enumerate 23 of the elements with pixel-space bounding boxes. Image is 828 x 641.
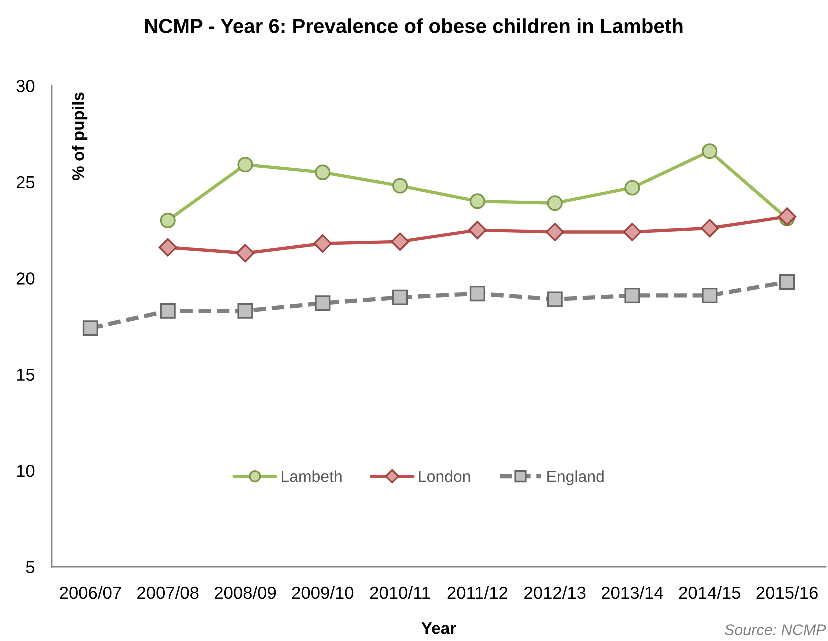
y-tick-label: 10 — [17, 464, 35, 478]
y-tick-label: 25 — [16, 176, 35, 189]
y-tick-label: 20 — [16, 272, 35, 285]
x-tick-label: 2015/16 — [756, 586, 818, 600]
chart-title: NCMP - Year 6: Prevalence of obese children in Lambeth — [145, 18, 683, 34]
x-tick-label: 2009/10 — [292, 586, 354, 600]
x-axis-title: Year — [422, 622, 456, 634]
x-tick-label: 2011/12 — [448, 586, 508, 600]
y-tick-label: 5 — [26, 561, 35, 574]
y-axis-title: % of pupils — [72, 92, 88, 181]
y-tick-label: 15 — [17, 368, 35, 382]
x-tick-label: 2007/08 — [138, 586, 199, 600]
y-tick-label: 30 — [16, 80, 35, 92]
x-tick-label: 2013/14 — [602, 586, 664, 600]
x-tick-label: 2010/11 — [370, 586, 430, 600]
x-tick-label: 2008/09 — [215, 586, 276, 600]
source-note: Source: NCMP — [724, 624, 826, 636]
legend-label: Lambeth — [282, 470, 342, 482]
x-tick-label: 2006/07 — [60, 586, 122, 600]
x-tick-label: 2012/13 — [524, 586, 586, 600]
legend-label: London — [419, 470, 470, 482]
legend-label: England — [548, 470, 604, 486]
x-tick-label: 2014/15 — [679, 586, 741, 600]
